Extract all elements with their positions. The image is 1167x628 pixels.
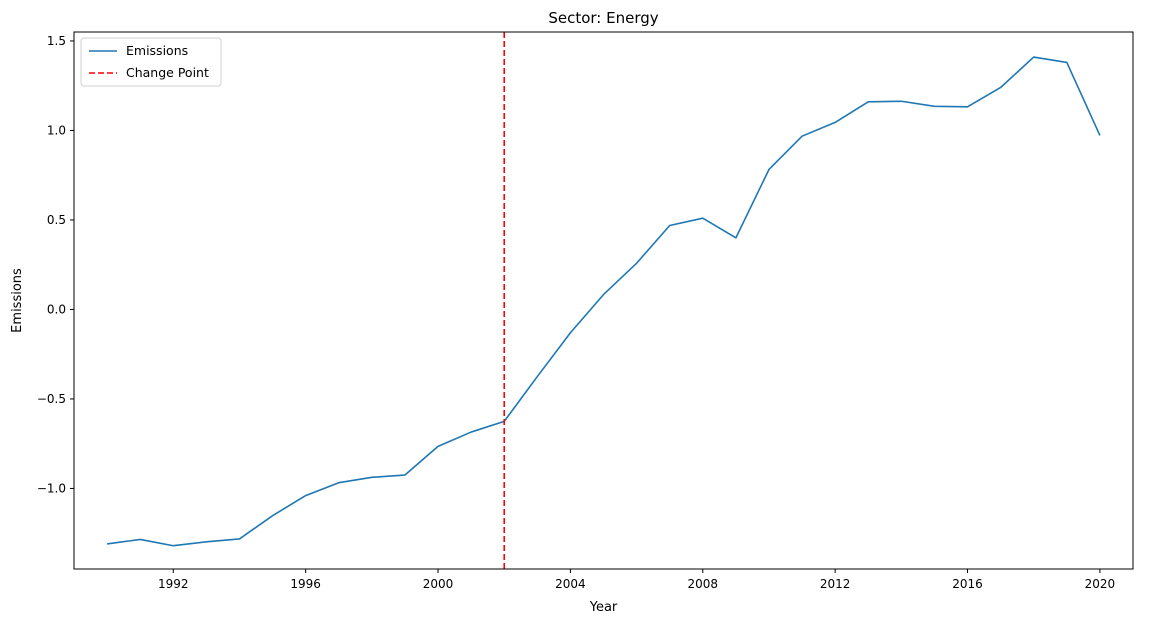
x-tick-label: 2000 (423, 577, 454, 591)
x-tick-label: 2020 (1085, 577, 1116, 591)
x-tick-label: 2016 (952, 577, 983, 591)
y-tick-label: −1.0 (37, 481, 66, 495)
y-tick-label: 0.5 (47, 213, 66, 227)
plot-area-frame (73, 31, 1134, 570)
x-tick-label: 1992 (158, 577, 189, 591)
x-tick-label: 2012 (820, 577, 851, 591)
x-tick-label: 2004 (555, 577, 586, 591)
legend-label: Change Point (126, 65, 209, 80)
legend-box (80, 37, 222, 87)
y-axis-label: Emissions (10, 268, 25, 333)
y-tick-label: 0.0 (47, 302, 66, 316)
series-layer (106, 32, 1101, 569)
y-tick-label: 1.0 (47, 123, 66, 137)
y-tick-label: 1.5 (47, 34, 66, 48)
legend-label: Emissions (126, 43, 188, 58)
x-axis-label: Year (589, 600, 618, 615)
y-axis: −1.0 −0.5 0.0 0.5 1.0 1.5 (37, 34, 74, 495)
x-tick-label: 1996 (290, 577, 321, 591)
legend: Emissions Change Point (80, 37, 222, 87)
x-axis: 1992 1996 2000 2004 2008 2012 2016 2020 (158, 569, 1115, 591)
series-line-emissions (106, 56, 1101, 547)
chart-title: Sector: Energy (548, 9, 658, 27)
y-tick-label: −0.5 (37, 392, 66, 406)
x-tick-label: 2008 (688, 577, 719, 591)
